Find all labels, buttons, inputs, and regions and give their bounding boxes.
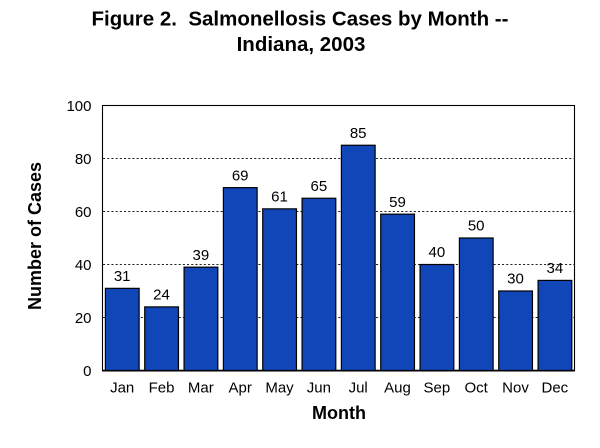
svg-text:50: 50 (468, 218, 485, 235)
svg-text:Nov: Nov (502, 379, 529, 396)
svg-text:34: 34 (546, 260, 563, 277)
svg-text:Figure 2. Salmonellosis Cases: Figure 2. Salmonellosis Cases by Month -… (92, 8, 509, 31)
svg-text:Number of Cases: Number of Cases (25, 162, 45, 310)
svg-text:Sep: Sep (423, 379, 450, 396)
svg-text:Apr: Apr (228, 379, 251, 396)
svg-text:100: 100 (66, 98, 91, 115)
svg-text:61: 61 (271, 189, 288, 206)
svg-text:Jul: Jul (349, 379, 368, 396)
svg-text:Indiana, 2003: Indiana, 2003 (237, 33, 366, 56)
svg-text:Jan: Jan (110, 379, 134, 396)
svg-text:24: 24 (153, 287, 170, 304)
svg-text:65: 65 (310, 178, 327, 195)
svg-text:59: 59 (389, 194, 406, 211)
svg-text:Aug: Aug (384, 379, 411, 396)
svg-text:39: 39 (192, 247, 209, 264)
svg-text:20: 20 (75, 310, 92, 327)
svg-text:Feb: Feb (149, 379, 175, 396)
svg-text:May: May (265, 379, 294, 396)
svg-text:Jun: Jun (307, 379, 331, 396)
svg-text:Dec: Dec (541, 379, 568, 396)
svg-text:31: 31 (114, 268, 131, 285)
svg-text:40: 40 (428, 244, 445, 261)
svg-text:Month: Month (312, 403, 366, 423)
svg-text:0: 0 (83, 363, 91, 380)
svg-text:69: 69 (232, 167, 249, 184)
svg-text:Mar: Mar (188, 379, 214, 396)
svg-text:60: 60 (75, 204, 92, 221)
svg-text:30: 30 (507, 271, 524, 288)
svg-text:80: 80 (75, 151, 92, 168)
svg-text:85: 85 (350, 125, 367, 142)
svg-text:Oct: Oct (464, 379, 488, 396)
svg-text:40: 40 (75, 257, 92, 274)
